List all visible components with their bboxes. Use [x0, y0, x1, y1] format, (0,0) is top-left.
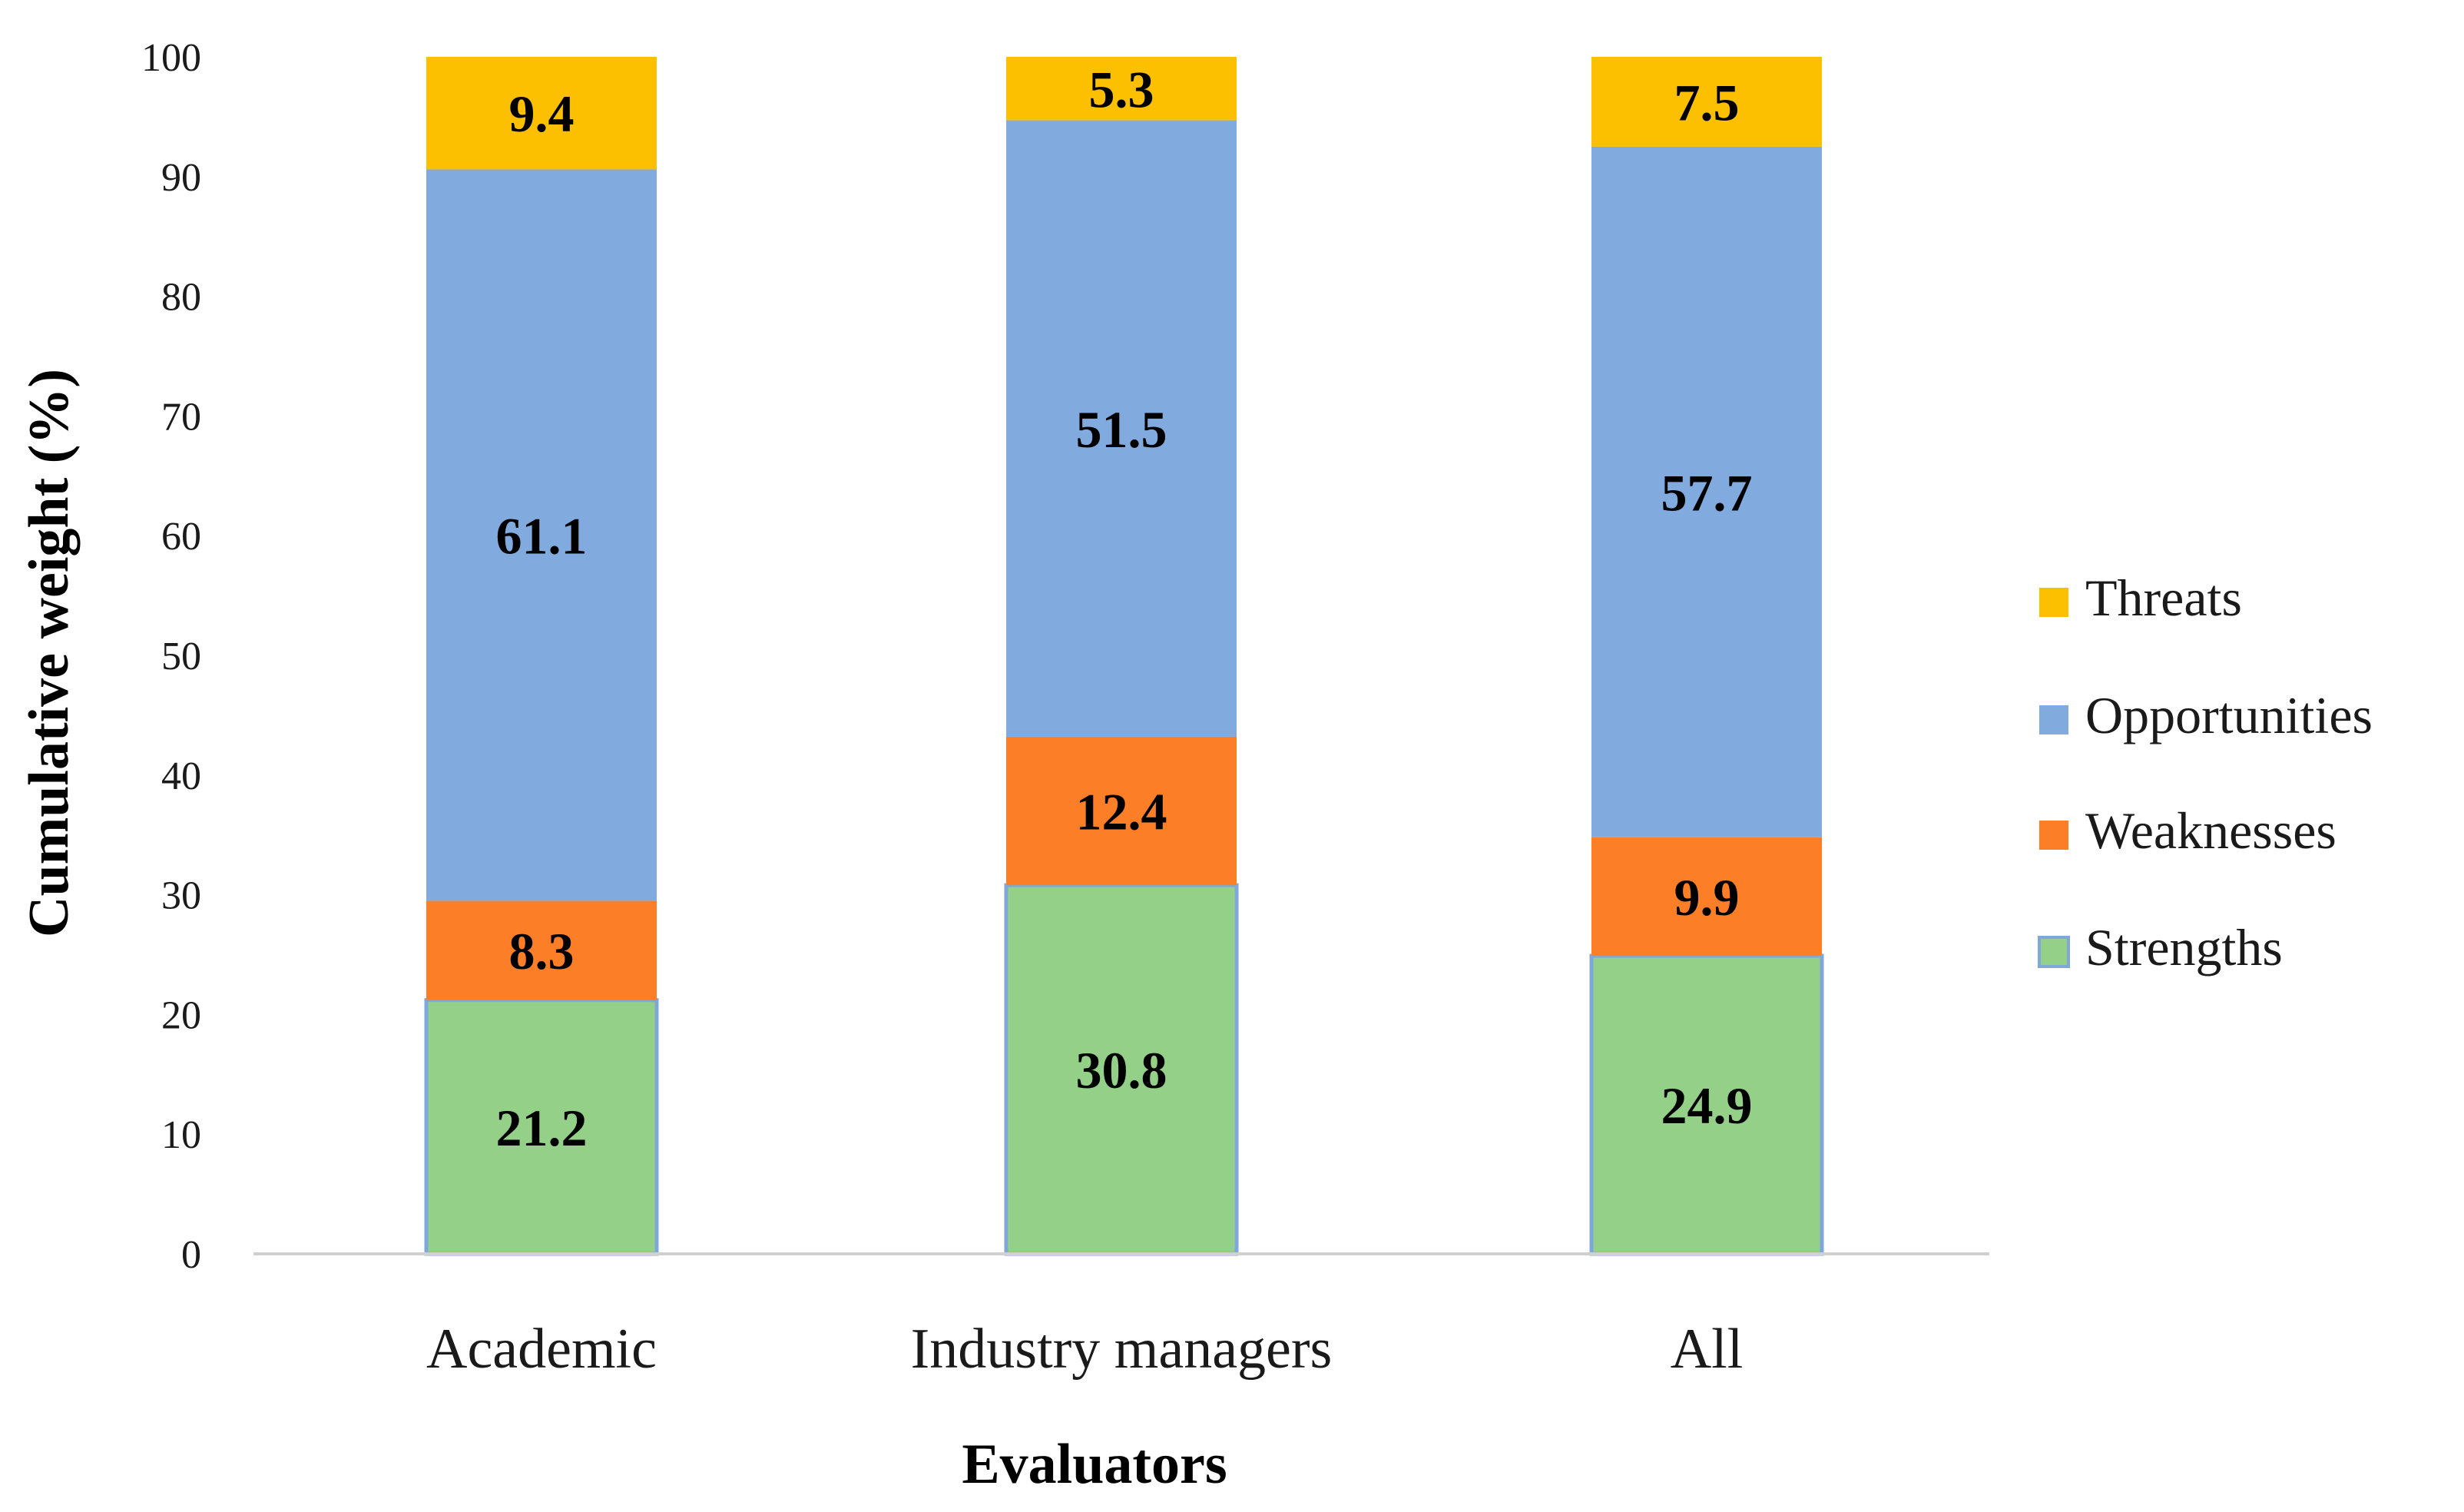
y-axis-title: Cumulative weight (%) [18, 369, 81, 937]
y-tick-label: 80 [161, 276, 201, 320]
value-label-opportunities-2: 57.7 [1661, 463, 1753, 522]
x-axis-title: Evaluators [962, 1433, 1227, 1496]
value-label-weaknesses-0: 8.3 [509, 922, 575, 980]
y-axis-ticks: 0 10 20 30 40 50 60 70 80 90 100 [141, 36, 201, 1277]
value-label-weaknesses-2: 9.9 [1674, 868, 1740, 927]
stacked-bar-chart: 0 10 20 30 40 50 60 70 80 90 100 21.2 8.3 61.1 9.4 30.… [0, 0, 2464, 1512]
x-axis-categories: Academic Industry managers All [426, 1318, 1743, 1381]
y-tick-label: 40 [161, 754, 201, 798]
value-label-threats-2: 7.5 [1674, 73, 1740, 131]
value-label-opportunities-1: 51.5 [1076, 400, 1167, 459]
legend-swatch-weaknesses [2039, 821, 2068, 850]
legend-swatch-strengths [2039, 937, 2068, 967]
legend-swatch-opportunities [2039, 705, 2068, 734]
y-tick-label: 10 [161, 1113, 201, 1157]
y-tick-label: 20 [161, 993, 201, 1037]
y-tick-label: 60 [161, 515, 201, 559]
legend-label-weaknesses: Weaknesses [2085, 801, 2336, 860]
value-label-weaknesses-1: 12.4 [1076, 783, 1167, 841]
legend-label-opportunities: Opportunities [2085, 686, 2373, 744]
value-label-opportunities-0: 61.1 [496, 506, 588, 565]
x-category-label: All [1671, 1318, 1744, 1381]
x-category-label: Industry managers [911, 1318, 1333, 1381]
y-tick-label: 70 [161, 395, 201, 439]
y-tick-label: 30 [161, 874, 201, 918]
y-tick-label: 100 [141, 36, 201, 80]
y-tick-label: 50 [161, 635, 201, 678]
x-category-label: Academic [426, 1318, 657, 1381]
legend: Threats Opportunities Weaknesses Strengths [2039, 569, 2373, 976]
legend-swatch-threats [2039, 588, 2068, 617]
value-label-threats-1: 5.3 [1089, 60, 1154, 118]
value-label-strengths-1: 30.8 [1076, 1041, 1167, 1099]
legend-label-threats: Threats [2085, 569, 2242, 627]
y-tick-label: 0 [181, 1233, 201, 1277]
value-label-strengths-2: 24.9 [1661, 1076, 1753, 1135]
legend-label-strengths: Strengths [2085, 918, 2283, 976]
y-tick-label: 90 [161, 156, 201, 200]
value-label-threats-0: 9.4 [509, 85, 575, 143]
value-label-strengths-0: 21.2 [496, 1099, 588, 1157]
